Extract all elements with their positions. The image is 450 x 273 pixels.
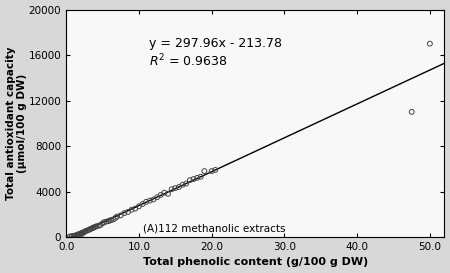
Point — [117, 213, 124, 218]
X-axis label: Total phenolic content (g/100 g DW): Total phenolic content (g/100 g DW) — [143, 257, 368, 268]
Point — [208, 169, 215, 173]
Point — [72, 234, 79, 238]
Point — [90, 225, 97, 230]
Point — [100, 220, 108, 224]
Point — [66, 234, 73, 239]
Point — [85, 228, 92, 232]
Point — [76, 232, 83, 237]
Point — [81, 229, 89, 233]
Point — [172, 186, 179, 190]
Point — [88, 226, 95, 231]
Point — [81, 230, 88, 234]
Point — [197, 174, 204, 179]
Point — [121, 211, 128, 215]
Point — [132, 206, 139, 211]
Point — [99, 221, 106, 225]
Point — [161, 191, 168, 195]
Text: y = 297.96x - 213.78
$\mathit{R}^2$ = 0.9638: y = 297.96x - 213.78 $\mathit{R}^2$ = 0.… — [149, 37, 283, 69]
Point — [79, 230, 86, 235]
Point — [186, 178, 194, 182]
Point — [74, 233, 81, 237]
Point — [183, 181, 190, 186]
Point — [86, 227, 94, 231]
Point — [194, 176, 201, 180]
Point — [106, 218, 113, 223]
Point — [157, 193, 164, 197]
Point — [110, 217, 117, 222]
Point — [97, 223, 104, 227]
Point — [135, 204, 143, 209]
Point — [71, 234, 78, 239]
Point — [75, 232, 82, 236]
Point — [426, 41, 433, 46]
Point — [103, 219, 110, 224]
Point — [146, 198, 153, 203]
Point — [83, 229, 90, 233]
Point — [70, 234, 77, 238]
Point — [79, 232, 86, 236]
Point — [408, 110, 415, 114]
Point — [95, 224, 103, 228]
Point — [153, 195, 161, 199]
Point — [190, 177, 197, 181]
Point — [176, 185, 183, 189]
Point — [168, 187, 175, 191]
Point — [86, 227, 93, 232]
Point — [68, 235, 75, 239]
Point — [150, 197, 157, 202]
Point — [124, 210, 131, 214]
Point — [93, 224, 100, 229]
Y-axis label: Total antioxidant capacity
(μmol/100 g DW): Total antioxidant capacity (μmol/100 g D… — [5, 46, 27, 200]
Point — [108, 218, 115, 222]
Point — [92, 225, 99, 229]
Point — [212, 168, 219, 172]
Point — [71, 233, 78, 238]
Point — [179, 183, 186, 187]
Point — [113, 214, 121, 219]
Point — [164, 192, 171, 196]
Point — [73, 233, 81, 237]
Point — [73, 233, 80, 238]
Point — [112, 215, 119, 220]
Point — [105, 219, 112, 223]
Point — [78, 231, 85, 235]
Point — [201, 169, 208, 173]
Point — [139, 202, 146, 206]
Point — [143, 200, 150, 204]
Text: (A)112 methanolic extracts: (A)112 methanolic extracts — [143, 223, 285, 233]
Point — [77, 232, 84, 236]
Point — [128, 207, 135, 212]
Point — [68, 234, 76, 238]
Point — [90, 226, 97, 230]
